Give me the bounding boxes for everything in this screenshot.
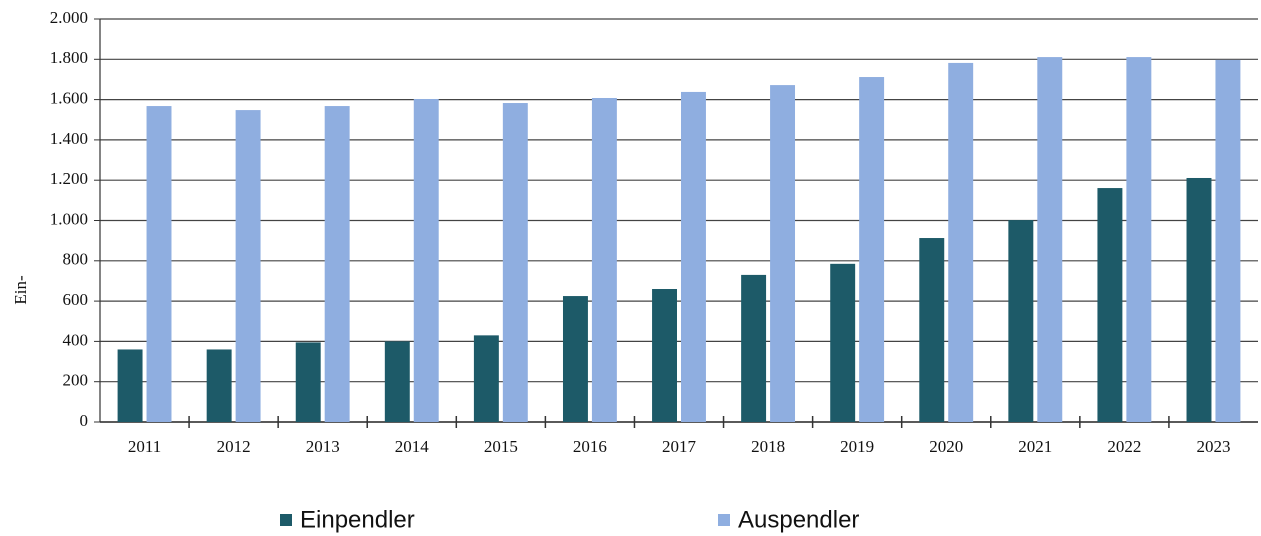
bar	[324, 106, 350, 422]
x-tick-label: 2018	[751, 437, 785, 456]
x-tick-label: 2019	[840, 437, 874, 456]
y-tick-label: 1.400	[50, 129, 88, 148]
bar	[502, 103, 528, 422]
bar	[859, 77, 885, 423]
x-tick-label: 2013	[306, 437, 340, 456]
bar	[948, 62, 974, 422]
bar	[295, 342, 321, 422]
bar	[1037, 57, 1063, 423]
legend-swatch	[718, 514, 730, 526]
bar	[235, 110, 261, 422]
legend-swatch	[280, 514, 292, 526]
bar	[413, 98, 439, 423]
x-tick-label: 2022	[1107, 437, 1141, 456]
x-tick-label: 2020	[929, 437, 963, 456]
bar	[206, 349, 232, 422]
y-tick-label: 1.200	[50, 169, 88, 188]
bar	[117, 349, 143, 422]
x-tick-label: 2017	[662, 437, 697, 456]
y-tick-label: 1.800	[50, 48, 88, 67]
bar	[652, 289, 677, 422]
bar	[146, 106, 172, 422]
bar	[770, 85, 796, 422]
bar	[562, 296, 588, 422]
x-tick-label: 2016	[573, 437, 607, 456]
y-tick-label: 200	[63, 371, 89, 390]
bar	[1126, 57, 1152, 423]
bar	[1215, 59, 1241, 422]
bar	[591, 97, 617, 422]
bar	[473, 335, 499, 422]
y-tick-label: 1.000	[50, 209, 88, 228]
x-tick-label: 2021	[1018, 437, 1052, 456]
x-tick-label: 2014	[395, 437, 430, 456]
y-tick-label: 2.000	[50, 8, 88, 27]
x-tick-label: 2015	[484, 437, 518, 456]
y-tick-label: 800	[63, 250, 89, 269]
x-tick-label: 2011	[128, 437, 161, 456]
y-tick-label: 1.600	[50, 89, 88, 108]
bar	[1008, 220, 1034, 422]
bar	[681, 91, 706, 423]
legend-label: Einpendler	[300, 506, 415, 533]
bar	[919, 238, 945, 422]
bar	[1097, 188, 1123, 422]
bar	[384, 341, 410, 422]
bar	[741, 274, 767, 422]
y-axis-label: Ein-	[11, 275, 30, 305]
legend-label: Auspendler	[738, 506, 859, 533]
x-tick-label: 2023	[1196, 437, 1230, 456]
y-tick-label: 400	[63, 330, 89, 349]
y-tick-label: 0	[80, 411, 89, 430]
bar	[1186, 177, 1212, 422]
y-tick-label: 600	[63, 290, 89, 309]
bar	[830, 263, 856, 422]
x-tick-label: 2012	[217, 437, 251, 456]
